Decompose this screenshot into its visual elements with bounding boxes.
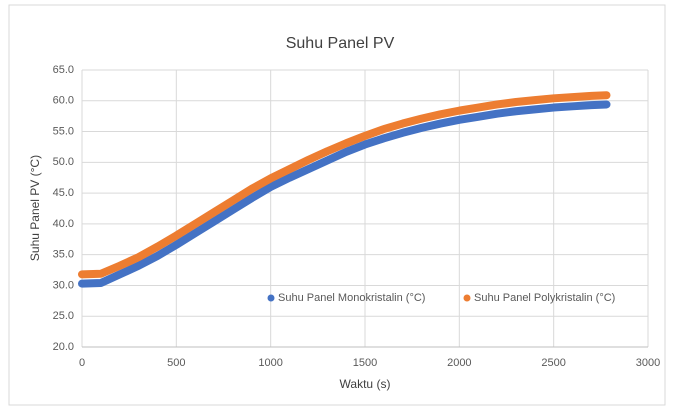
legend-label: Suhu Panel Polykristalin (°C) (474, 292, 615, 304)
legend-marker (463, 294, 471, 302)
x-tick-label: 500 (167, 357, 185, 369)
y-tick-label: 55.0 (53, 125, 74, 137)
series-line (78, 100, 611, 288)
x-tick-label: 0 (79, 357, 85, 369)
y-tick-label: 30.0 (53, 279, 74, 291)
chart-frame (8, 4, 666, 406)
y-tick-label: 60.0 (53, 95, 74, 107)
y-tick-label: 25.0 (53, 310, 74, 322)
chart-title: Suhu Panel PV (286, 35, 395, 52)
y-tick-label: 45.0 (53, 187, 74, 199)
x-tick-label: 2500 (541, 357, 565, 369)
series-line (78, 91, 611, 279)
y-tick-label: 65.0 (53, 64, 74, 76)
x-tick-label: 3000 (636, 357, 660, 369)
y-tick-label: 50.0 (53, 156, 74, 168)
x-tick-label: 1500 (353, 357, 377, 369)
y-tick-label: 40.0 (53, 218, 74, 230)
legend-label: Suhu Panel Monokristalin (°C) (278, 292, 425, 304)
x-tick-label: 2000 (447, 357, 471, 369)
y-tick-label: 20.0 (53, 341, 74, 353)
x-axis-title: Waktu (s) (340, 377, 391, 391)
legend-marker (267, 294, 275, 302)
x-tick-label: 1000 (258, 357, 282, 369)
y-tick-label: 35.0 (53, 249, 74, 261)
y-axis-title: Suhu Panel PV (°C) (28, 155, 42, 261)
